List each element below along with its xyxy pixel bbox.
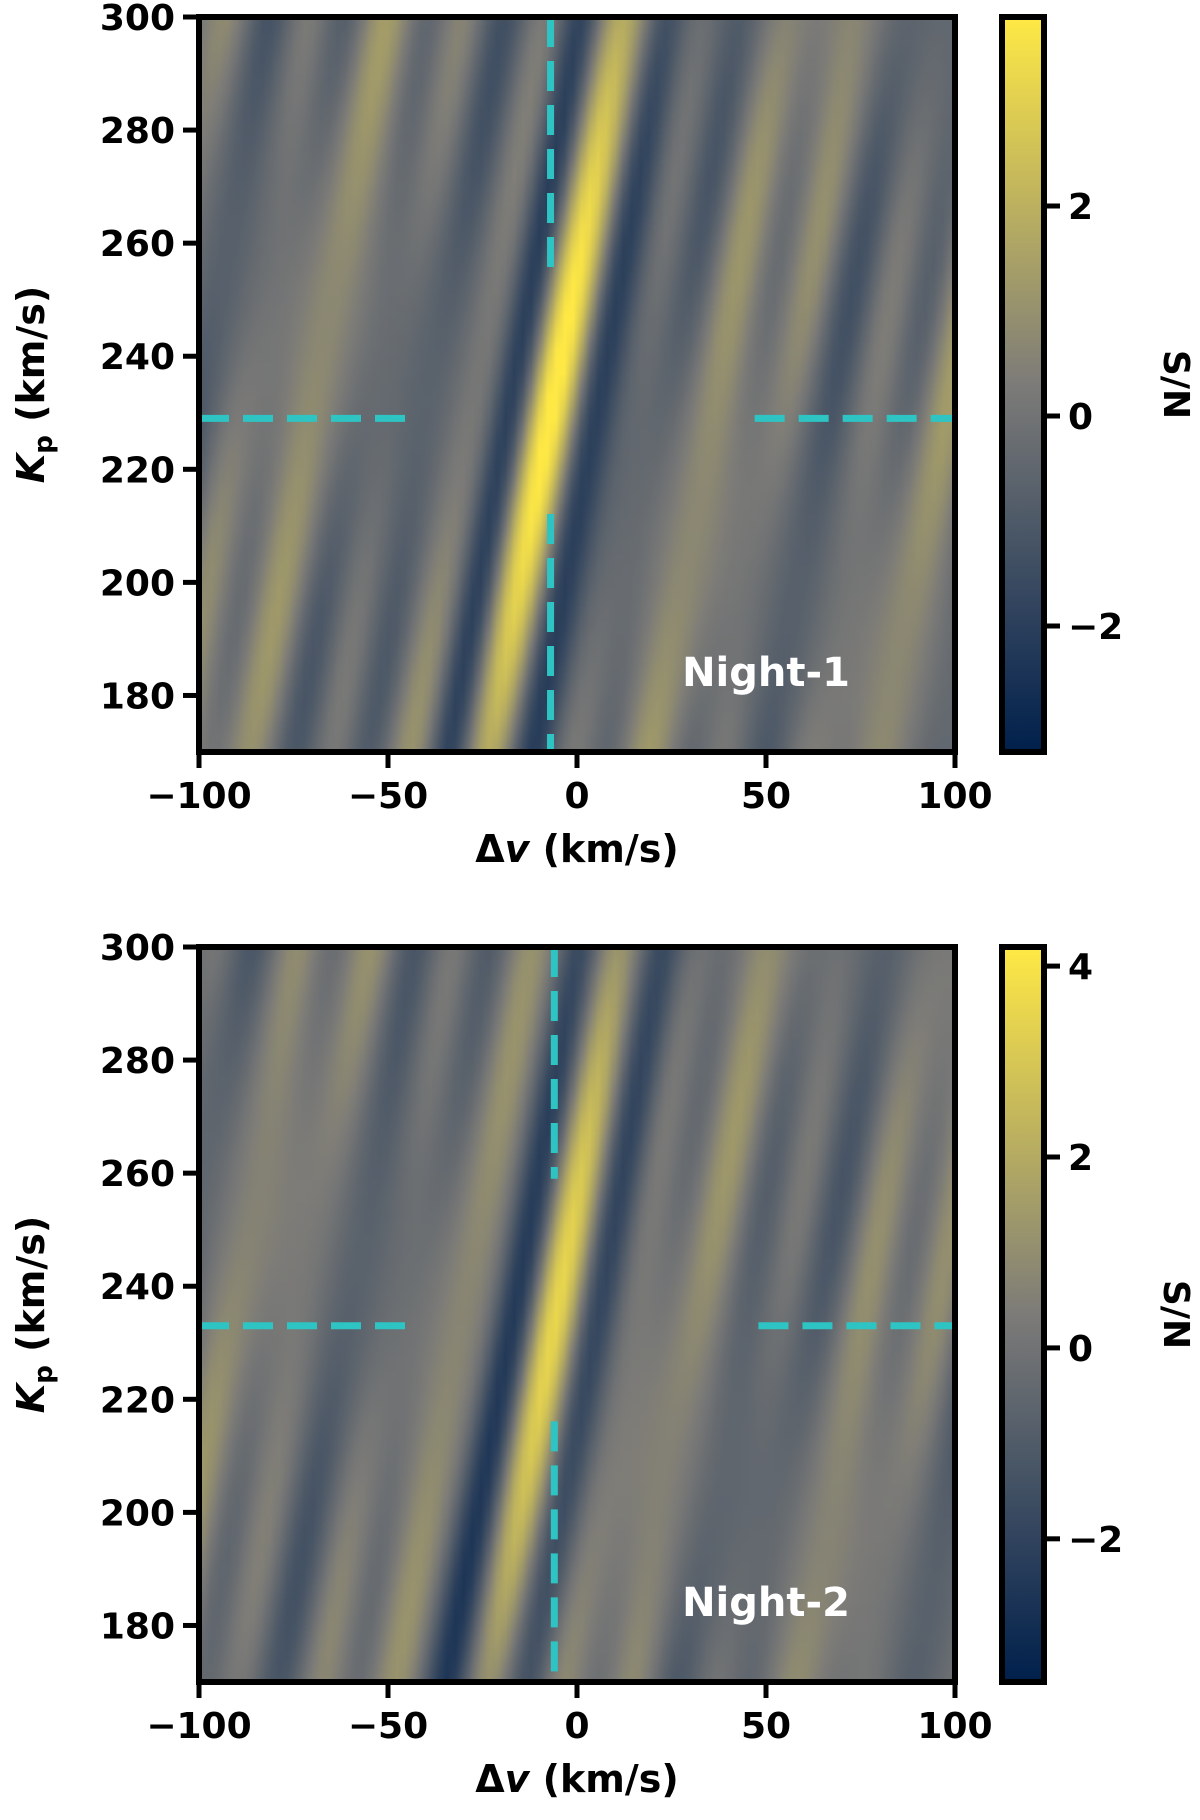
snr-heatmap <box>199 17 955 752</box>
night-label: Night-2 <box>682 1580 850 1626</box>
x-tick-label: −50 <box>348 1706 428 1747</box>
x-tick-label: −100 <box>146 1706 251 1747</box>
y-axis-label: Kp (km/s) <box>9 1216 59 1413</box>
x-tick-label: 0 <box>564 1706 589 1747</box>
y-tick-label: 180 <box>100 1606 175 1647</box>
colorbar-tick-label: 0 <box>1068 1329 1093 1370</box>
x-tick-label: 100 <box>917 1706 992 1747</box>
y-tick-label: 300 <box>100 928 175 969</box>
y-tick-label: 240 <box>100 1267 175 1308</box>
x-tick-label: 100 <box>917 776 992 817</box>
y-tick-label: 280 <box>100 1041 175 1082</box>
colorbar-tick-label: 2 <box>1068 1138 1093 1179</box>
x-tick-label: 50 <box>741 776 791 817</box>
x-tick-label: 50 <box>741 1706 791 1747</box>
colorbar-tick-label: −2 <box>1068 1520 1123 1561</box>
colorbar-tick-label: 4 <box>1068 947 1093 988</box>
panel-1: −100 −50 0 50 100 180 200 220 240 260 280 300 Δv (km… <box>9 0 1196 871</box>
y-tick-label: 200 <box>100 1493 175 1534</box>
y-axis-label: Kp (km/s) <box>9 286 59 483</box>
x-tick-label: −100 <box>146 776 251 817</box>
colorbar-tick-label: 0 <box>1068 397 1093 438</box>
colorbar-tick-label: 2 <box>1068 187 1093 228</box>
y-tick-label: 300 <box>100 0 175 39</box>
colorbar-tick-label: −2 <box>1068 607 1123 648</box>
x-tick-label: −50 <box>348 776 428 817</box>
y-tick-label: 260 <box>100 224 175 265</box>
y-tick-label: 280 <box>100 111 175 152</box>
night-label: Night-1 <box>682 650 850 696</box>
x-axis-label: Δv (km/s) <box>475 827 679 871</box>
colorbar <box>1002 17 1044 752</box>
snr-heatmap <box>199 947 955 1682</box>
y-tick-label: 220 <box>100 1380 175 1421</box>
y-tick-label: 180 <box>100 676 175 717</box>
y-tick-label: 200 <box>100 563 175 604</box>
y-tick-label: 220 <box>100 450 175 491</box>
colorbar <box>1002 947 1044 1682</box>
x-tick-label: 0 <box>564 776 589 817</box>
colorbar-frame <box>999 944 1047 1685</box>
x-axis-label: Δv (km/s) <box>475 1757 679 1801</box>
y-tick-label: 240 <box>100 337 175 378</box>
y-tick-label: 260 <box>100 1154 175 1195</box>
colorbar-label: S/N <box>1155 350 1196 419</box>
colorbar-label: S/N <box>1155 1280 1196 1349</box>
colorbar-frame <box>999 14 1047 755</box>
